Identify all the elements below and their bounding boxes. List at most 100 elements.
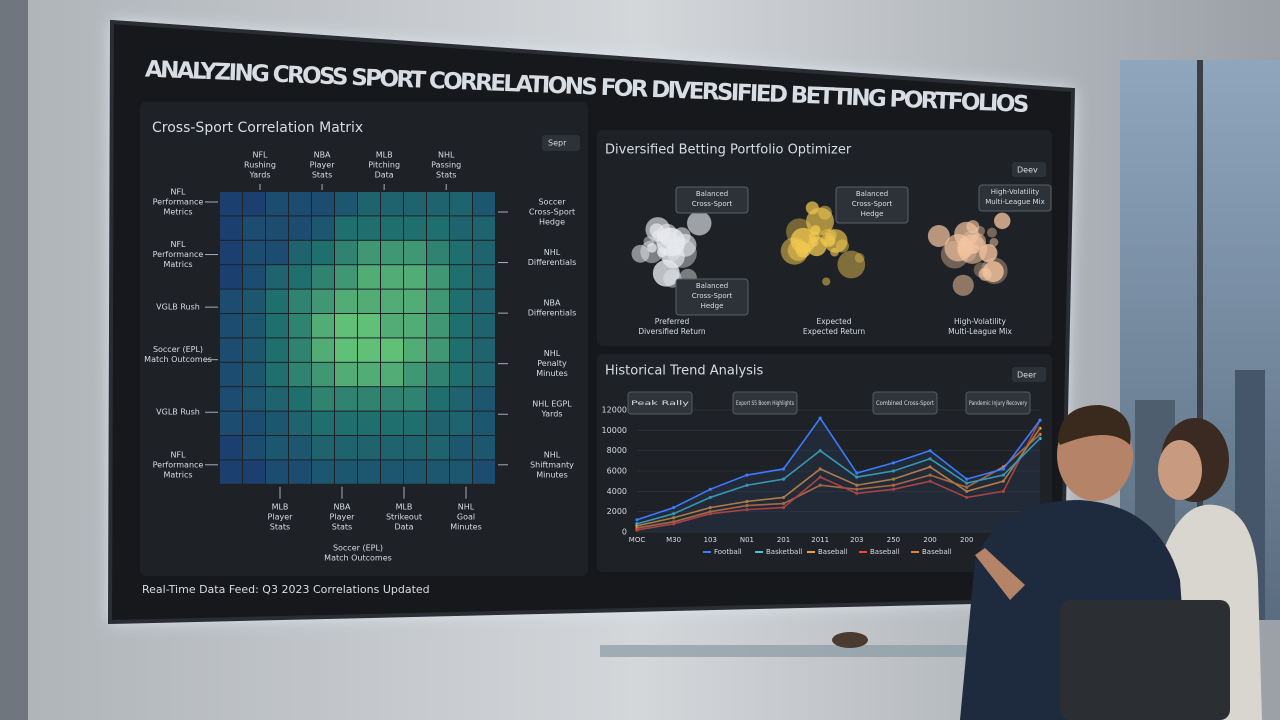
man-hair xyxy=(1058,405,1131,445)
callout-label: Balanced xyxy=(696,282,728,290)
heatmap-cell xyxy=(220,289,242,313)
series-line xyxy=(636,433,1041,529)
dropdown-label[interactable]: Deer xyxy=(1017,371,1037,380)
row-label: Minutes xyxy=(536,470,568,479)
bubble xyxy=(959,245,977,262)
man-hand xyxy=(975,548,1025,600)
callout-label: Balanced xyxy=(696,190,728,198)
heatmap-cell xyxy=(266,192,288,216)
heatmap-cell xyxy=(450,216,472,240)
heatmap-cell xyxy=(427,314,449,338)
column-label: Stats xyxy=(332,523,352,532)
heatmap-cell xyxy=(289,192,311,216)
heatmap-cell xyxy=(427,289,449,313)
heatmap-cell xyxy=(335,216,357,240)
row-label: Metrics xyxy=(163,208,192,217)
legend-label: Baseball xyxy=(870,548,900,556)
dropdown[interactable] xyxy=(1012,162,1046,177)
heatmap-cell xyxy=(450,192,472,216)
series-point xyxy=(818,416,822,420)
heatmap-cell xyxy=(358,289,380,313)
column-label: Data xyxy=(375,171,394,180)
dropdown-label[interactable]: Deev xyxy=(1017,166,1038,175)
heatmap-cell xyxy=(381,289,403,313)
heatmap-cell xyxy=(450,338,472,362)
y-tick-label: 10000 xyxy=(602,426,627,435)
heatmap-cell xyxy=(450,387,472,411)
column-label: Rushing xyxy=(244,161,276,170)
bubble xyxy=(835,239,849,253)
row-label: Minutes xyxy=(536,369,568,378)
heatmap-cell xyxy=(220,192,242,216)
series-point xyxy=(928,479,932,483)
legend-label: Baseball xyxy=(818,548,848,556)
heatmap-cell xyxy=(312,289,334,313)
heatmap-cell xyxy=(473,362,495,387)
heatmap-cell xyxy=(335,192,357,216)
column-label: NHL xyxy=(458,503,475,512)
bubble xyxy=(966,220,980,234)
series-point xyxy=(818,449,822,453)
heatmap-cell xyxy=(266,362,288,387)
heatmap-cell xyxy=(220,460,242,484)
bubble xyxy=(987,227,997,238)
series-point xyxy=(965,481,969,485)
heatmap-cell xyxy=(473,314,495,338)
bubble xyxy=(854,253,865,263)
callout-box xyxy=(978,184,1052,212)
y-tick-label: 12000 xyxy=(602,406,627,415)
heatmap-cell xyxy=(243,216,265,240)
x-tick-label: 203 xyxy=(850,536,863,544)
bubble xyxy=(956,237,973,254)
x-tick-label: 200 xyxy=(960,536,973,544)
bubble xyxy=(994,212,1011,230)
dropdown[interactable] xyxy=(542,135,580,151)
row-label: NHL xyxy=(544,248,561,257)
series-point xyxy=(781,467,786,471)
row-label: NFL xyxy=(170,188,186,197)
legend-label: Baseball xyxy=(922,548,952,556)
panel-title: Historical Trend Analysis xyxy=(605,364,764,379)
series-point xyxy=(965,489,969,493)
heatmap-cell xyxy=(243,362,265,387)
heatmap-cell xyxy=(381,240,403,265)
heatmap-cell xyxy=(335,362,357,387)
heatmap-cell xyxy=(289,216,311,240)
heatmap-cell xyxy=(335,265,357,289)
y-tick-label: 4000 xyxy=(607,487,627,496)
series-point xyxy=(891,483,896,487)
row-label: Performance xyxy=(153,460,204,469)
cluster-caption: Preferred xyxy=(655,317,690,326)
heatmap-cell xyxy=(473,192,495,216)
heatmap-cell xyxy=(473,436,495,460)
row-label: Differentials xyxy=(528,258,577,267)
heatmap-cell xyxy=(289,289,311,313)
heatmap-cell xyxy=(427,411,449,435)
heatmap-cell xyxy=(335,460,357,484)
heatmap-cell xyxy=(220,411,242,435)
y-tick-label: 2000 xyxy=(607,507,627,516)
series-point xyxy=(708,487,712,491)
heatmap-cell xyxy=(243,411,265,435)
dropdown[interactable] xyxy=(1012,367,1046,382)
x-tick-label: M30 xyxy=(666,536,681,544)
series-point xyxy=(928,465,932,469)
heatmap-cell xyxy=(220,436,242,460)
bubble xyxy=(982,261,1004,283)
heatmap-cell xyxy=(243,460,265,484)
heatmap-cell xyxy=(243,192,265,216)
heatmap-cell xyxy=(404,387,426,411)
annotation: Export S5 Boom Highlights xyxy=(736,399,794,407)
dropdown-label[interactable]: Sepr xyxy=(548,139,567,148)
row-label: NFL xyxy=(170,450,186,459)
bubble xyxy=(806,207,834,236)
bubble xyxy=(957,240,974,258)
heatmap-cell xyxy=(473,216,495,240)
column-label: Goal xyxy=(457,513,475,522)
cluster-caption: Expected xyxy=(817,317,852,326)
series-point xyxy=(928,473,932,477)
heatmap-cell xyxy=(404,362,426,387)
heatmap-cell xyxy=(450,265,472,289)
heatmap-cell xyxy=(450,362,472,387)
